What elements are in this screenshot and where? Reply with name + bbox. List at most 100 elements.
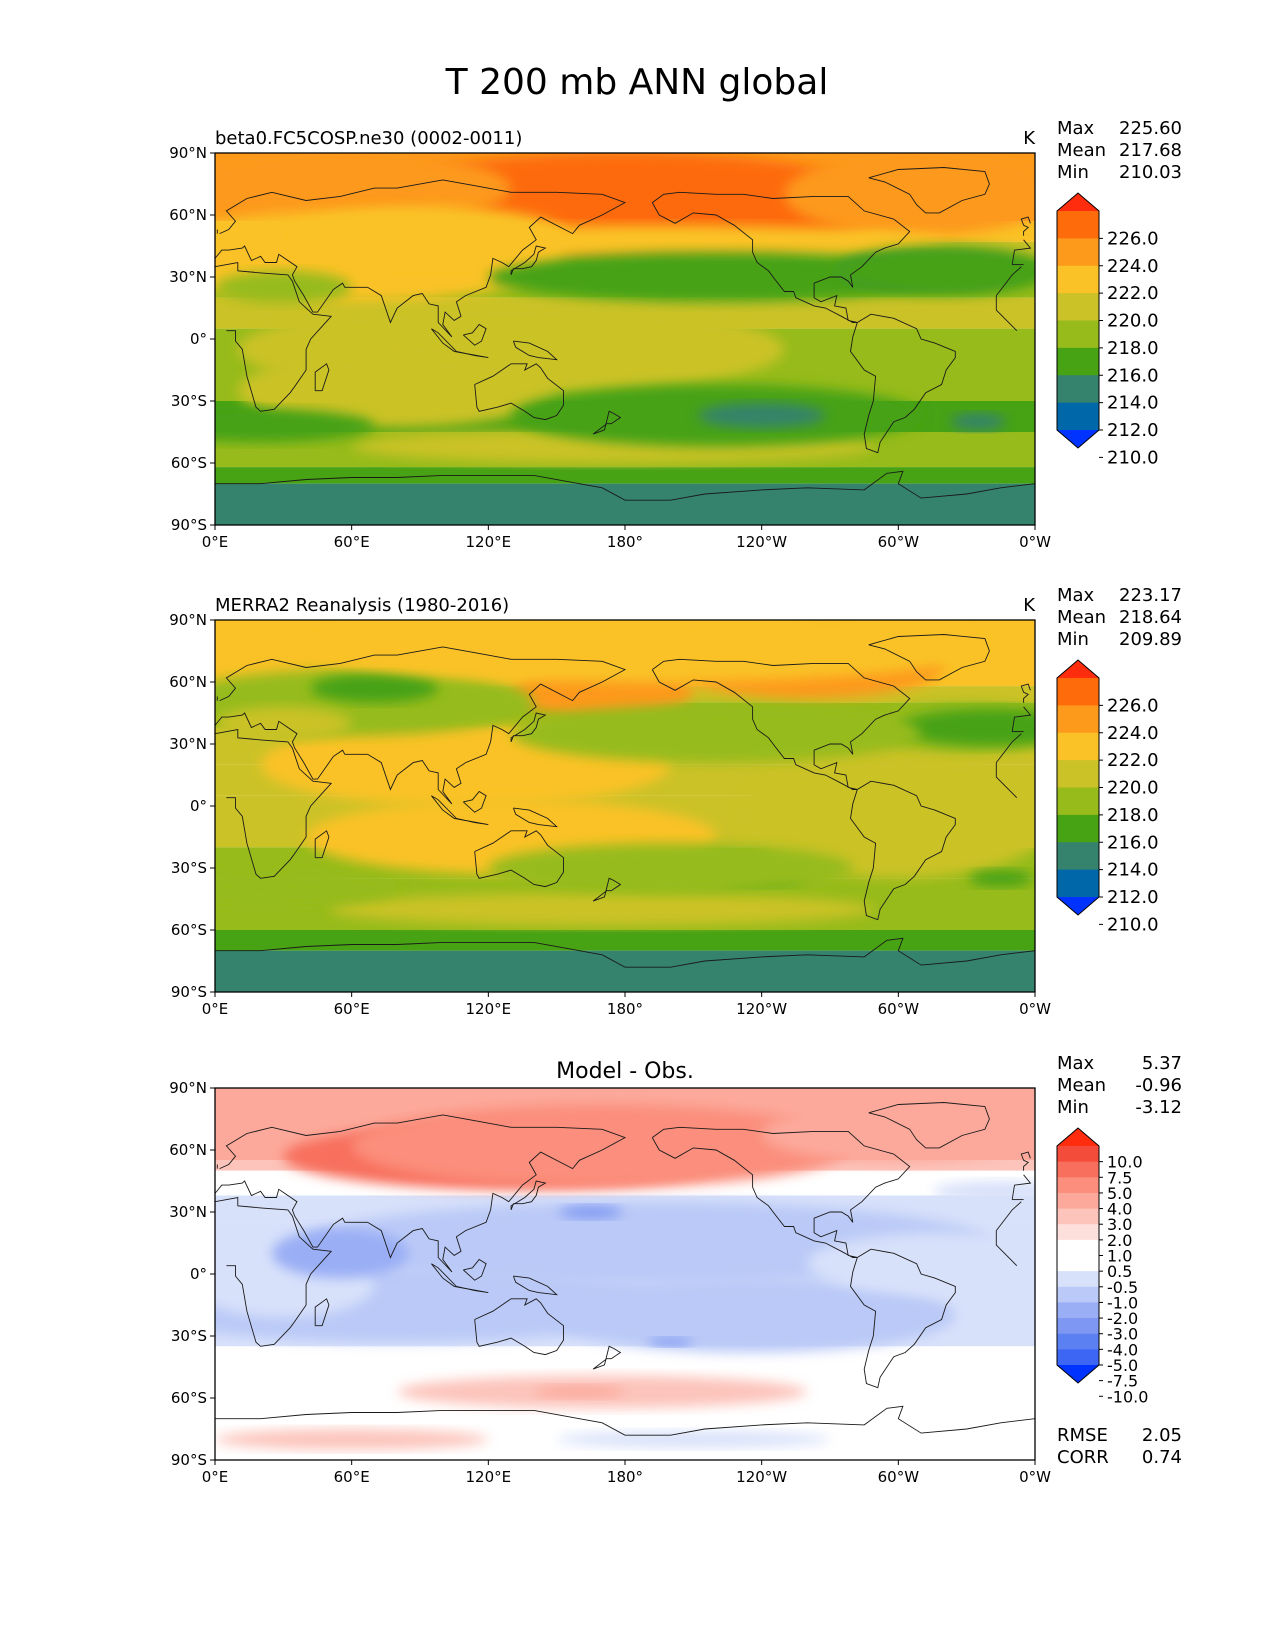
colorbar-label: -5.0 — [1107, 1356, 1138, 1375]
coast-madagascar — [314, 1298, 330, 1327]
field-band — [215, 467, 1035, 484]
x-tick-label: 0°W — [1019, 1468, 1051, 1486]
field-feature — [761, 1104, 1035, 1163]
x-tick-label: 0°E — [202, 1000, 229, 1018]
colorbar-segment — [1057, 1349, 1099, 1366]
stat-value: -3.12 — [1135, 1097, 1182, 1118]
coast-africa — [215, 728, 333, 879]
stat-value: 209.89 — [1119, 629, 1182, 650]
coast-samerica — [850, 313, 956, 454]
field-feature — [294, 206, 569, 265]
coast-namerica — [651, 658, 911, 790]
x-tick-label: 60°W — [878, 1000, 920, 1018]
field-feature — [533, 1385, 625, 1399]
coast-eurasia — [1011, 706, 1032, 732]
colorbar-label: 226.0 — [1107, 695, 1159, 716]
coast-japan — [510, 245, 547, 276]
coast-australia — [474, 1298, 564, 1356]
colorbar-label: 226.0 — [1107, 228, 1159, 249]
colorbar-label: 212.0 — [1107, 420, 1159, 441]
field-band — [215, 1346, 1035, 1367]
x-tick-label: 0°W — [1019, 1000, 1051, 1018]
x-tick-label: 120°E — [466, 1000, 512, 1018]
panel-title-left: MERRA2 Reanalysis (1980-2016) — [215, 595, 509, 616]
stat-value: 0.74 — [1142, 1447, 1182, 1468]
x-tick-label: 120°W — [736, 1468, 787, 1486]
colorbar-segment — [1057, 1146, 1099, 1163]
stat-label: Max — [1057, 1053, 1095, 1074]
panel-title-center: Model - Obs. — [556, 1059, 694, 1084]
panel-units: K — [1023, 595, 1036, 616]
field-feature — [898, 708, 1035, 747]
coast-greenland — [868, 1102, 990, 1149]
field-feature — [932, 1181, 1035, 1202]
y-tick-label: 90°N — [169, 1079, 207, 1097]
field-feature — [545, 1278, 956, 1353]
coast-africa — [995, 762, 1018, 799]
field — [215, 153, 1035, 525]
colorbar-label: 224.0 — [1107, 256, 1159, 277]
field-feature — [488, 843, 853, 893]
y-tick-label: 90°S — [171, 1451, 207, 1469]
stat-label: Max — [1057, 118, 1095, 139]
colorbar-label: 222.0 — [1107, 750, 1159, 771]
colorbar-segment — [1057, 842, 1099, 871]
colorbar-segment — [1057, 1302, 1099, 1319]
colorbar-extend-max — [1057, 193, 1099, 211]
colorbar: 226.0 224.0 222.0 220.0 218.0 216.0 214.0 212.0… — [1056, 192, 1159, 468]
coast-eurasia — [1011, 239, 1032, 265]
y-tick-label: 60°S — [171, 921, 207, 939]
stat-value: 217.68 — [1119, 140, 1182, 161]
coast-samerica — [850, 780, 956, 921]
field-band — [215, 950, 1035, 992]
stat-label: Mean — [1057, 1075, 1106, 1096]
colorbar-label: 216.0 — [1107, 832, 1159, 853]
field-feature — [834, 246, 1035, 296]
colorbar-label: -3.0 — [1107, 1325, 1138, 1344]
field-feature — [215, 706, 352, 740]
colorbar-label: -0.5 — [1107, 1278, 1138, 1297]
colorbar-extend-max — [1057, 1128, 1099, 1146]
coast-greenland — [868, 167, 990, 214]
coast-eurasia — [1011, 1174, 1032, 1200]
x-tick-label: 120°E — [466, 1468, 512, 1486]
y-tick-label: 30°S — [171, 859, 207, 877]
field-feature — [556, 1431, 830, 1448]
coast-africa — [995, 1201, 1022, 1231]
coast-japan — [510, 712, 547, 743]
colorbar-segment — [1057, 1286, 1099, 1303]
colorbar-segment — [1057, 320, 1099, 349]
colorbar-segment — [1057, 265, 1099, 294]
y-tick-label: 30°S — [171, 392, 207, 410]
panel-obs: 0°E 60°E 120°E 180° 120°W 60°W 0°W 90°N 60°N 30°N… — [169, 585, 1182, 1018]
coast-africa — [995, 295, 1018, 332]
colorbar-label: 218.0 — [1107, 338, 1159, 359]
colorbar-segment — [1057, 1208, 1099, 1225]
coast-antarctica — [215, 470, 1035, 501]
colorbar-label: 216.0 — [1107, 365, 1159, 386]
panel-model: 0°E 60°E 120°E 180° 120°W 60°W 0°W 90°N 60°N 30°N… — [169, 118, 1182, 551]
stat-value: 218.64 — [1119, 607, 1182, 628]
field — [215, 620, 1035, 992]
colorbar-label: 210.0 — [1107, 447, 1159, 468]
colorbar-segment — [1057, 869, 1099, 898]
x-tick-label: 180° — [607, 1000, 643, 1018]
field-feature — [558, 1205, 623, 1219]
field-feature — [511, 704, 922, 763]
y-tick-label: 0° — [190, 1265, 207, 1283]
colorbar-segment — [1057, 238, 1099, 267]
colorbar-label: 220.0 — [1107, 778, 1159, 799]
colorbar-segment — [1057, 705, 1099, 734]
colorbar-segment — [1057, 402, 1099, 431]
field-band — [215, 483, 1035, 525]
colorbar-segment — [1057, 375, 1099, 404]
stat-value: 225.60 — [1119, 118, 1182, 139]
colorbar-segment — [1057, 1255, 1099, 1272]
colorbar-label: -7.5 — [1107, 1372, 1138, 1391]
y-tick-label: 90°N — [169, 611, 207, 629]
colorbar-segment — [1057, 1177, 1099, 1194]
colorbar-label: 1.0 — [1107, 1247, 1132, 1266]
colorbar-label: 214.0 — [1107, 860, 1159, 881]
colorbar-extend-max — [1057, 660, 1099, 678]
